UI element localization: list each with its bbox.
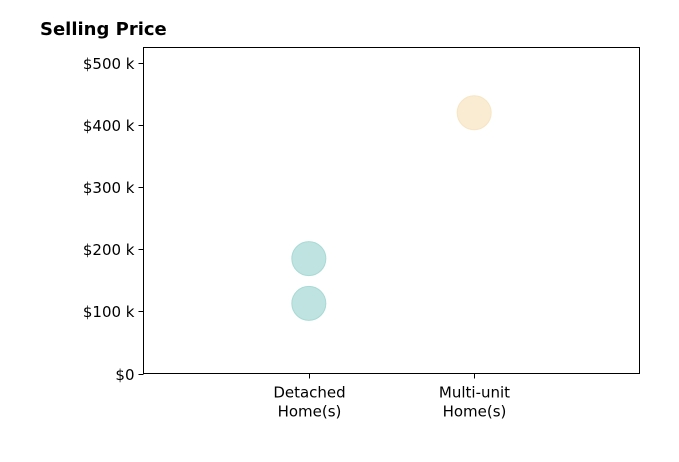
y-tick-label: $300 k [83, 179, 135, 197]
y-tick-label: $0 [115, 366, 134, 384]
x-tick-label-line: Detached [273, 384, 345, 402]
x-tick-label-line: Multi-unit [439, 384, 510, 402]
y-tick-label: $200 k [83, 241, 135, 259]
data-point [456, 95, 492, 131]
data-points [291, 95, 492, 321]
y-tick-label: $100 k [83, 303, 135, 321]
data-point [291, 241, 327, 277]
x-tick-label: Multi-unit Home(s) [439, 384, 510, 421]
x-tick-label-line: Home(s) [443, 403, 507, 421]
y-axis: $0 $100 k $200 k $300 k $400 k $500 k [83, 55, 144, 384]
plot-frame [143, 47, 640, 374]
y-tick-label: $500 k [83, 55, 135, 73]
x-tick-label-line: Home(s) [278, 403, 342, 421]
x-tick-label: Detached Home(s) [273, 384, 345, 421]
x-axis: Detached Home(s)Multi-unit Home(s) [273, 373, 510, 421]
data-point [291, 285, 327, 321]
y-tick-label: $400 k [83, 117, 135, 135]
chart-title: Selling Price [40, 19, 167, 40]
